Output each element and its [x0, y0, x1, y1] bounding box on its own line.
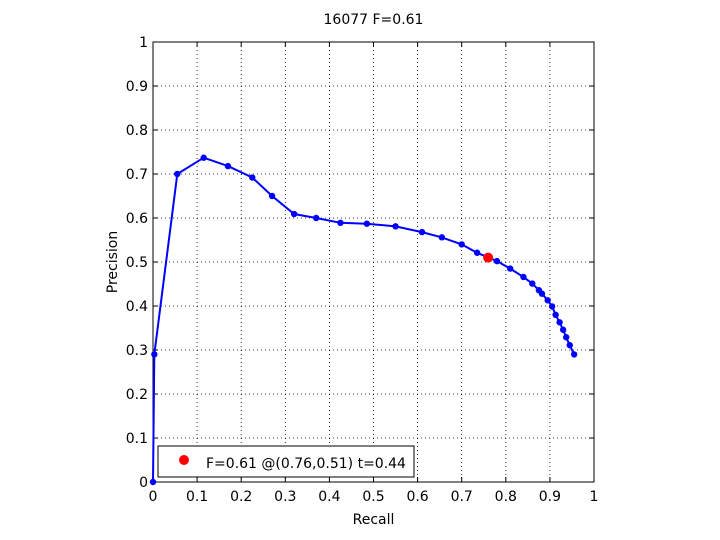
pr-curve-point	[556, 319, 563, 326]
pr-curve-point	[529, 280, 536, 287]
x-tick-label: 0.3	[274, 489, 296, 505]
pr-curve-point	[559, 326, 567, 333]
pr-curve-point	[538, 290, 546, 297]
pr-curve-point	[392, 223, 399, 230]
pr-curve-point	[473, 249, 481, 256]
pr-curve-point	[458, 241, 465, 248]
x-tick-label: 0.7	[451, 489, 473, 505]
x-tick-label: 0.2	[230, 489, 252, 505]
pr-curve-point	[566, 341, 573, 349]
x-tick-label: 0	[149, 489, 158, 505]
ticks: 0 0.1 0.2 0.3 0.4 0.5 0.6 0.7 0.8 0.9 1 0 0.1 0.2 0.3 0…	[126, 35, 599, 505]
pr-curve-point	[570, 351, 578, 358]
pr-curve-point	[552, 311, 559, 318]
y-tick-label: 0	[139, 475, 148, 491]
pr-curve-point	[544, 297, 551, 304]
y-tick-label: 0.9	[126, 79, 148, 95]
series-layer	[149, 154, 578, 486]
y-tick-label: 1	[139, 35, 148, 51]
x-tick-label: 0.6	[406, 489, 428, 505]
highlight-layer	[483, 252, 494, 263]
y-tick-label: 0.4	[126, 299, 148, 315]
y-tick-label: 0.7	[126, 167, 148, 183]
y-tick-label: 0.5	[126, 255, 148, 271]
legend-box	[157, 445, 415, 478]
pr-curve-point	[268, 192, 276, 200]
pr-curve-point	[418, 228, 426, 236]
x-axis-label: Recall	[353, 512, 395, 528]
x-tick-label: 0.4	[318, 489, 340, 505]
best-f-point	[483, 252, 494, 263]
y-tick-label: 0.6	[126, 211, 148, 227]
legend-marker	[179, 455, 189, 465]
pr-curve-point	[337, 219, 344, 227]
pr-curve-point	[224, 162, 232, 170]
legend: F=0.61 @(0.76,0.51) t=0.44	[157, 445, 415, 478]
grid	[153, 42, 594, 482]
x-tick-label: 0.1	[186, 489, 208, 505]
x-tick-label: 1	[590, 489, 599, 505]
pr-curve-point	[507, 265, 514, 272]
pr-curve-point	[363, 220, 371, 227]
pr-curve-point	[290, 210, 298, 218]
pr-curve-point	[563, 334, 570, 341]
pr-curve-line	[152, 156, 576, 483]
y-tick-label: 0.3	[126, 343, 148, 359]
pr-curve-point	[493, 257, 501, 265]
pr-curve-point	[174, 170, 181, 178]
legend-label: F=0.61 @(0.76,0.51) t=0.44	[206, 456, 406, 472]
pr-curve-point	[438, 234, 446, 241]
chart-title: 16077 F=0.61	[324, 12, 424, 28]
pr-curve-point	[200, 154, 207, 161]
y-axis-label: Precision	[105, 231, 121, 293]
x-tick-label: 0.8	[495, 489, 517, 505]
pr-curve-point	[548, 303, 556, 310]
x-tick-label: 0.5	[362, 489, 384, 505]
pr-curve-point	[520, 273, 527, 281]
x-tick-label: 0.9	[539, 489, 561, 505]
pr-curve-point	[149, 478, 157, 486]
y-tick-label: 0.2	[126, 387, 148, 403]
y-tick-label: 0.1	[126, 431, 148, 447]
pr-curve-point	[151, 351, 158, 358]
pr-curve-point	[249, 174, 256, 181]
pr-curve-point	[312, 214, 320, 222]
y-tick-label: 0.8	[126, 123, 148, 139]
